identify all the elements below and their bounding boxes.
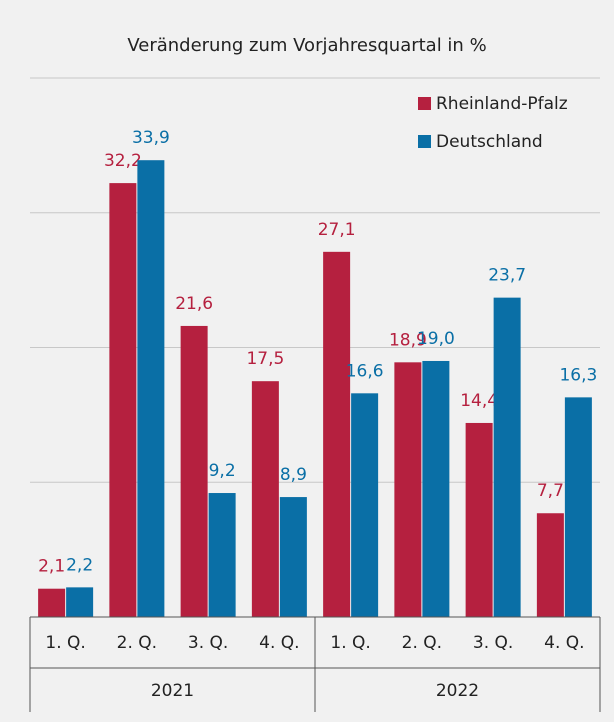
bar bbox=[180, 325, 208, 617]
x-group-label: 2021 bbox=[151, 681, 194, 701]
bar bbox=[137, 160, 165, 617]
data-label: 32,2 bbox=[104, 151, 142, 171]
data-label: 14,4 bbox=[460, 391, 498, 411]
bar bbox=[279, 497, 307, 617]
data-label: 16,3 bbox=[559, 365, 597, 385]
data-label: 19,0 bbox=[417, 329, 455, 349]
data-label: 18,9 bbox=[389, 330, 427, 350]
data-label: 9,2 bbox=[209, 461, 236, 481]
data-label: 17,5 bbox=[246, 349, 284, 369]
x-tick-label: 3. Q. bbox=[188, 633, 228, 653]
data-label: 27,1 bbox=[318, 220, 356, 240]
legend-swatch bbox=[418, 97, 431, 110]
x-tick-label: 4. Q. bbox=[259, 633, 299, 653]
legend-swatch bbox=[418, 135, 431, 148]
data-label: 2,2 bbox=[66, 555, 93, 575]
bar bbox=[465, 422, 493, 617]
data-label: 2,1 bbox=[38, 557, 65, 577]
x-tick-label: 4. Q. bbox=[544, 633, 584, 653]
chart-title: Veränderung zum Vorjahresquartal in % bbox=[127, 35, 486, 56]
x-tick-label: 1. Q. bbox=[330, 633, 370, 653]
bar bbox=[208, 493, 236, 617]
bar bbox=[422, 360, 450, 617]
bar bbox=[564, 397, 592, 617]
bar bbox=[323, 251, 351, 617]
legend-label: Deutschland bbox=[436, 132, 543, 152]
bar bbox=[394, 362, 422, 617]
data-label: 7,7 bbox=[537, 481, 564, 501]
bar bbox=[109, 183, 137, 618]
x-tick-label: 1. Q. bbox=[45, 633, 85, 653]
bar bbox=[351, 393, 379, 617]
bar bbox=[493, 297, 521, 617]
data-label: 23,7 bbox=[488, 266, 526, 286]
data-label: 8,9 bbox=[280, 465, 307, 485]
bar bbox=[66, 587, 94, 617]
x-tick-label: 2. Q. bbox=[117, 633, 157, 653]
bar bbox=[251, 381, 279, 617]
x-tick-label: 3. Q. bbox=[473, 633, 513, 653]
x-tick-label: 2. Q. bbox=[402, 633, 442, 653]
data-label: 33,9 bbox=[132, 128, 170, 148]
bar bbox=[536, 513, 564, 617]
x-group-label: 2022 bbox=[436, 681, 479, 701]
data-label: 16,6 bbox=[346, 361, 384, 381]
legend-label: Rheinland-Pfalz bbox=[436, 94, 568, 114]
bar bbox=[38, 588, 66, 617]
data-label: 21,6 bbox=[175, 294, 213, 314]
